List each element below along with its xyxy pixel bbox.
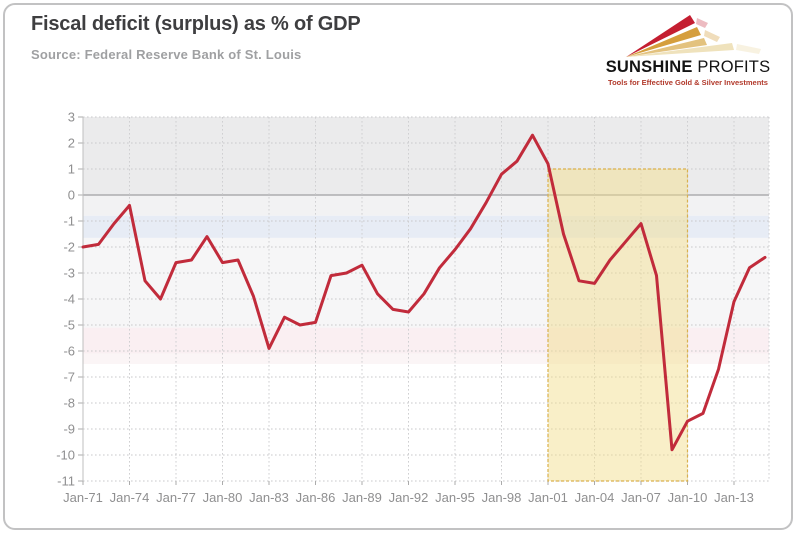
sunshine-profits-logo: SUNSHINE PROFITS Tools for Effective Gol… xyxy=(598,10,778,92)
logo-rays-icon xyxy=(626,15,761,57)
logo-ray-gold xyxy=(626,27,701,57)
logo-ray-red-ghost xyxy=(696,18,708,28)
logo-ray-red xyxy=(626,15,695,57)
page-title: Fiscal deficit (surplus) as % of GDP xyxy=(31,13,361,35)
logo-word-sunshine: SUNSHINE xyxy=(605,58,693,76)
logo-tagline: Tools for Effective Gold & Silver Invest… xyxy=(608,78,768,87)
source-note: Source: Federal Reserve Bank of St. Loui… xyxy=(31,47,302,62)
logo-ray-tan xyxy=(626,38,707,57)
logo-wordmark: SUNSHINE PROFITS xyxy=(598,58,778,77)
logo-ray-gold-ghost xyxy=(704,30,720,42)
logo-word-profits: PROFITS xyxy=(697,58,771,76)
logo-ray-cream xyxy=(626,43,734,57)
logo-ray-cream-ghost xyxy=(736,44,761,54)
